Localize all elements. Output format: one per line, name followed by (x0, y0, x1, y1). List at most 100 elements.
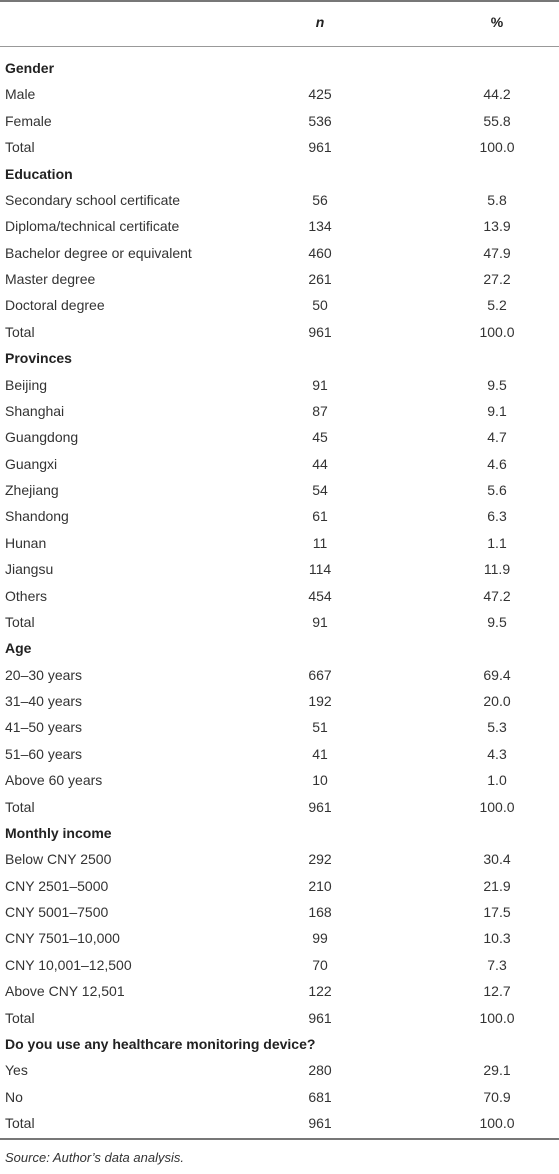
percent-cell: 5.2 (487, 297, 507, 314)
count-cell: 168 (308, 904, 332, 920)
row-label: 51–60 years (5, 745, 83, 762)
header-rule (0, 46, 559, 47)
header-n: n (315, 14, 325, 30)
percent-cell: 69.4 (483, 666, 511, 683)
percent-cell: 5.6 (487, 482, 507, 498)
percent-cell: 47.2 (483, 587, 511, 604)
count-cell: 61 (312, 508, 328, 525)
row-label: Zhejiang (5, 482, 59, 498)
count-cell: 44 (312, 455, 328, 472)
percent-cell: 29.1 (483, 1062, 511, 1079)
row-label: CNY 2501–5000 (5, 877, 109, 894)
row-label: Master degree (5, 271, 96, 287)
count-cell: 99 (312, 930, 328, 947)
percent-cell: 1.0 (487, 772, 507, 789)
count-cell: 961 (308, 1009, 332, 1026)
count-cell: 56 (312, 191, 328, 208)
count-cell: 10 (312, 772, 328, 789)
percent-cell: 55.8 (483, 112, 511, 129)
percent-cell: 4.6 (487, 455, 507, 472)
percent-cell: 5.8 (487, 191, 507, 208)
row-label: Hunan (5, 534, 47, 551)
percent-cell: 13.9 (483, 218, 511, 235)
percent-cell: 100.0 (479, 1115, 515, 1131)
row-label: 20–30 years (5, 666, 83, 683)
count-cell: 536 (308, 112, 332, 129)
row-label: No (5, 1088, 23, 1105)
section-title: Do you use any healthcare monitoring dev… (5, 1035, 316, 1052)
row-label: CNY 5001–7500 (5, 904, 109, 920)
row-label: Total (5, 613, 35, 630)
count-cell: 87 (312, 402, 328, 419)
row-label: Others (5, 587, 48, 604)
percent-cell: 27.2 (483, 271, 511, 287)
row-label: Total (5, 1115, 35, 1131)
count-cell: 91 (312, 613, 328, 630)
row-label: 41–50 years (5, 719, 83, 736)
row-label: Shandong (5, 508, 69, 525)
percent-cell: 10.3 (483, 930, 511, 947)
count-cell: 681 (308, 1088, 332, 1105)
percent-cell: 17.5 (483, 904, 511, 920)
row-label: Beijing (5, 376, 48, 393)
percent-cell: 12.7 (483, 983, 511, 1000)
row-label: Total (5, 798, 35, 815)
row-label: Male (5, 86, 36, 103)
percent-cell: 6.3 (487, 508, 507, 525)
header-percent: % (490, 14, 504, 30)
row-label: Guangdong (5, 429, 79, 446)
row-label: CNY 7501–10,000 (5, 930, 120, 947)
bottom-rule (0, 1138, 559, 1140)
percent-cell: 9.5 (487, 376, 507, 393)
percent-cell: 4.3 (487, 745, 507, 762)
count-cell: 91 (312, 376, 328, 393)
count-cell: 51 (312, 719, 328, 736)
source-note: Source: Author’s data analysis. (5, 1150, 184, 1165)
percent-cell: 100.0 (479, 323, 515, 340)
count-cell: 961 (308, 798, 332, 815)
row-label: Doctoral degree (5, 297, 105, 314)
count-cell: 134 (308, 218, 332, 235)
row-label: Secondary school certificate (5, 191, 181, 208)
row-label: Guangxi (5, 455, 58, 472)
count-cell: 45 (312, 429, 328, 446)
row-label: Total (5, 139, 35, 156)
row-label: Yes (5, 1062, 28, 1079)
row-label: Above 60 years (5, 772, 103, 789)
count-cell: 54 (312, 482, 328, 498)
percent-cell: 1.1 (487, 534, 507, 551)
count-cell: 192 (308, 693, 332, 709)
count-cell: 114 (308, 561, 332, 578)
count-cell: 11 (312, 534, 328, 551)
count-cell: 41 (312, 745, 328, 762)
percent-cell: 100.0 (479, 139, 515, 156)
percent-cell: 9.1 (487, 402, 507, 419)
count-cell: 425 (308, 86, 332, 103)
percent-cell: 100.0 (479, 1009, 515, 1026)
percent-cell: 70.9 (483, 1088, 511, 1105)
row-label: Bachelor degree or equivalent (5, 244, 192, 261)
row-label: 31–40 years (5, 693, 83, 709)
section-title: Age (5, 640, 32, 657)
count-cell: 122 (308, 983, 332, 1000)
row-label: Diploma/technical certificate (5, 218, 180, 235)
percent-cell: 5.3 (487, 719, 507, 736)
count-cell: 261 (308, 271, 332, 287)
count-cell: 292 (308, 851, 332, 868)
count-cell: 667 (308, 666, 332, 683)
count-cell: 961 (308, 139, 332, 156)
row-label: Below CNY 2500 (5, 851, 112, 868)
percent-cell: 11.9 (483, 561, 511, 578)
row-label: Female (5, 112, 52, 129)
row-label: CNY 10,001–12,500 (5, 956, 132, 973)
count-cell: 70 (312, 956, 328, 973)
row-label: Above CNY 12,501 (5, 983, 125, 1000)
percent-cell: 47.9 (483, 244, 511, 261)
top-rule (0, 0, 559, 2)
count-cell: 454 (308, 587, 332, 604)
percent-cell: 7.3 (487, 956, 507, 973)
row-label: Total (5, 1009, 35, 1026)
count-cell: 961 (308, 323, 332, 340)
percent-cell: 9.5 (487, 613, 507, 630)
percent-cell: 4.7 (487, 429, 507, 446)
